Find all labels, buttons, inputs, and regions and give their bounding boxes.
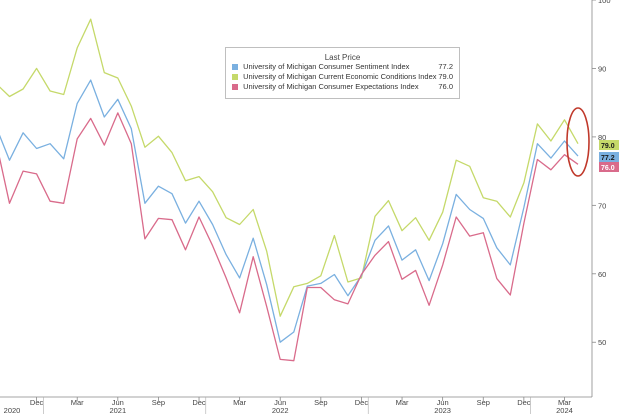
x-tick-label: Jun [437, 398, 449, 407]
last-price-tag [599, 140, 619, 150]
x-year-label: 2020 [4, 406, 21, 415]
legend-item-expectations: University of Michigan Consumer Expectat… [226, 82, 459, 92]
legend-label-current-conditions: University of Michigan Current Economic … [243, 72, 437, 82]
legend-value-expectations: 76.0 [438, 82, 453, 91]
x-tick-label: Dec [355, 398, 369, 407]
x-tick-label: Dec [30, 398, 44, 407]
x-tick-label: Mar [396, 398, 409, 407]
y-axis: 50 60 70 80 90 100 [591, 0, 611, 397]
x-axis: Dec Mar Jun Sep Dec Mar Jun Sep Dec Mar Jun Sep Dec M… [0, 396, 592, 415]
last-price-tags: 77.2 79.0 76.0 [599, 140, 619, 172]
legend-swatch-sentiment [232, 64, 238, 71]
x-tick-label: Dec [192, 398, 206, 407]
x-year-label: 2022 [272, 406, 289, 415]
x-tick-label: Mar [233, 398, 246, 407]
legend-value-sentiment: 77.2 [438, 62, 453, 71]
y-tick-label: 90 [598, 64, 606, 73]
series-lines [0, 18, 579, 362]
x-tick-label: Sep [314, 398, 327, 407]
y-tick-label: 80 [598, 133, 606, 142]
y-tick-label: 50 [598, 338, 606, 347]
last-price-tag-label: 76.0 [601, 165, 615, 172]
x-tick-label: Jun [112, 398, 124, 407]
last-price-tag-label: 79.0 [601, 143, 615, 150]
legend-label-sentiment: University of Michigan Consumer Sentimen… [243, 62, 410, 72]
legend-label-expectations: University of Michigan Consumer Expectat… [243, 82, 419, 92]
legend-value-current-conditions: 79.0 [438, 72, 453, 81]
x-tick-label: Jun [274, 398, 286, 407]
legend-item-sentiment: University of Michigan Consumer Sentimen… [226, 62, 459, 72]
legend: Last Price University of Michigan Consum… [225, 47, 460, 99]
last-price-tag-label: 77.2 [601, 155, 615, 162]
last-price-tag [599, 162, 619, 172]
last-price-tag [599, 152, 619, 162]
highlight-ellipse [566, 107, 590, 177]
x-tick-label: Mar [71, 398, 84, 407]
x-tick-label: Sep [152, 398, 165, 407]
x-year-label: 2024 [556, 406, 573, 415]
x-tick-label: Sep [477, 398, 490, 407]
series-line-0 [0, 79, 579, 343]
y-tick-label: 70 [598, 201, 606, 210]
y-tick-label: 60 [598, 270, 606, 279]
y-tick-label: 100 [598, 0, 611, 5]
x-tick-label: Dec [517, 398, 531, 407]
x-year-label: 2021 [109, 406, 126, 415]
legend-title: Last Price [324, 53, 361, 62]
series-line-1 [0, 18, 579, 317]
x-tick-label: Mar [558, 398, 571, 407]
series-line-2 [0, 112, 579, 362]
legend-item-current-conditions: University of Michigan Current Economic … [226, 72, 459, 82]
x-year-label: 2023 [434, 406, 451, 415]
legend-swatch-expectations [232, 84, 238, 91]
legend-swatch-current-conditions [232, 74, 238, 81]
